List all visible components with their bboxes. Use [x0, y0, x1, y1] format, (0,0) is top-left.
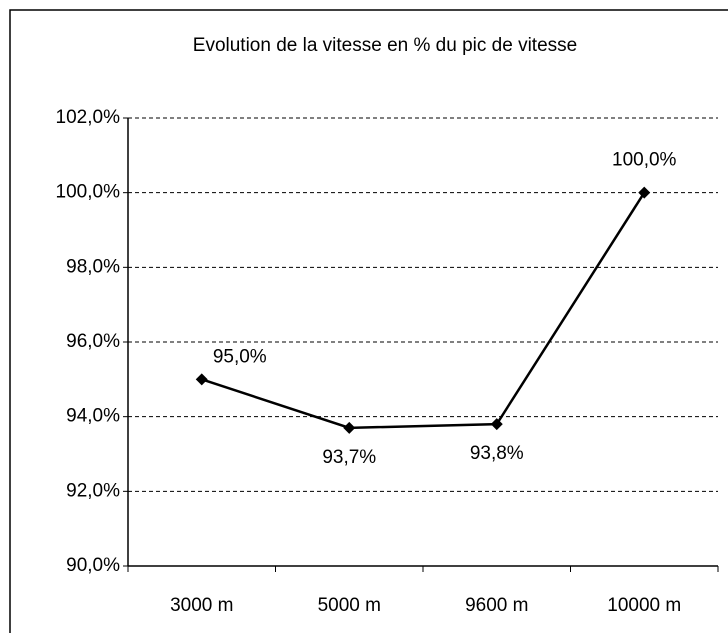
data-line — [201, 191, 646, 430]
y-tick-label: 102,0% — [56, 107, 121, 128]
chart-frame — [9, 9, 728, 633]
data-label: 93,7% — [322, 447, 376, 468]
y-tick-label: 92,0% — [66, 480, 120, 501]
y-tick-label: 90,0% — [66, 555, 120, 576]
data-point — [343, 421, 356, 434]
x-tick-label: 9600 m — [465, 595, 528, 616]
data-label: 95,0% — [213, 346, 267, 367]
y-tick-label: 100,0% — [56, 182, 121, 203]
x-tick-label: 5000 m — [318, 595, 381, 616]
x-tick-label: 3000 m — [170, 595, 233, 616]
data-point — [195, 373, 208, 386]
data-point — [490, 418, 503, 431]
y-tick-label: 96,0% — [66, 331, 120, 352]
data-label: 100,0% — [612, 150, 677, 171]
data-label: 93,8% — [470, 443, 524, 464]
y-tick-label: 98,0% — [66, 256, 120, 277]
x-tick-label: 10000 m — [607, 595, 681, 616]
data-point — [638, 186, 651, 199]
y-tick-label: 94,0% — [66, 406, 120, 427]
chart-title: Evolution de la vitesse en % du pic de v… — [193, 35, 577, 56]
